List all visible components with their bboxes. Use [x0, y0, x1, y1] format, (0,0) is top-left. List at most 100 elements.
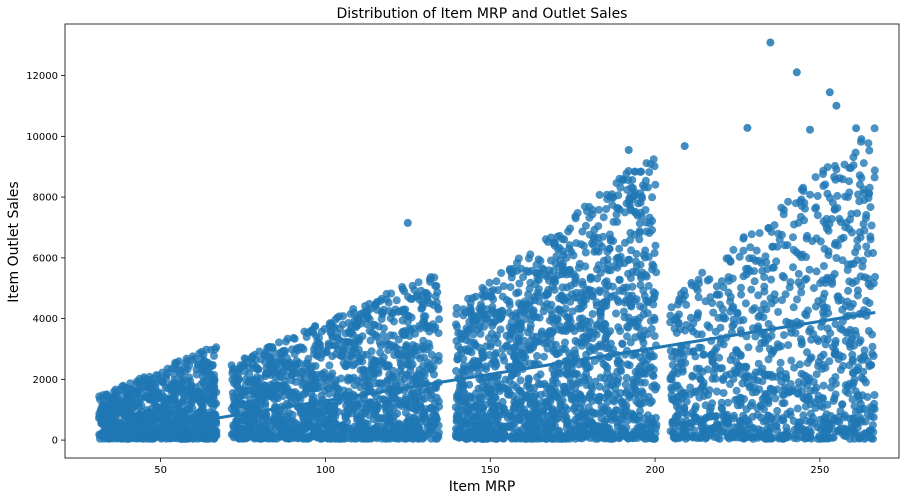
data-point [500, 423, 509, 431]
data-point [615, 286, 624, 295]
data-point [412, 292, 421, 301]
data-point [327, 319, 336, 328]
data-point [650, 332, 659, 340]
data-point [627, 246, 636, 255]
data-point [806, 387, 815, 395]
data-point [397, 362, 406, 371]
data-point [585, 213, 594, 222]
data-point [412, 342, 421, 351]
data-point [787, 328, 796, 337]
data-point [398, 327, 407, 336]
data-point [825, 357, 834, 366]
data-point [288, 410, 297, 419]
data-point [716, 323, 725, 332]
data-point [107, 415, 116, 424]
data-point [210, 351, 218, 360]
data-point [382, 407, 391, 416]
data-point [780, 399, 789, 408]
data-point [322, 348, 331, 357]
data-point [431, 292, 440, 301]
data-point [248, 352, 257, 361]
data-point [814, 337, 823, 346]
data-point [856, 272, 865, 281]
data-point [573, 293, 582, 302]
data-point [779, 210, 788, 219]
data-point [576, 324, 585, 333]
data-point [276, 373, 284, 382]
data-point [780, 385, 789, 394]
data-point [406, 355, 415, 363]
data-point [671, 381, 680, 390]
data-point [561, 410, 569, 419]
data-point [469, 317, 477, 326]
data-point [816, 237, 825, 246]
data-point [508, 311, 517, 320]
data-point [738, 379, 747, 388]
data-point [674, 398, 683, 407]
data-point [452, 310, 461, 318]
data-point [678, 294, 687, 303]
data-point [799, 187, 808, 195]
data-point [476, 306, 485, 315]
data-point [232, 420, 240, 429]
data-point [146, 385, 155, 394]
data-point [616, 327, 625, 335]
data-point [622, 407, 631, 415]
data-point [678, 367, 687, 376]
data-point [498, 292, 507, 301]
data-point [339, 386, 348, 395]
data-point [267, 384, 276, 393]
data-point [488, 396, 496, 405]
data-point [151, 407, 160, 416]
data-point [578, 431, 587, 440]
data-point [503, 413, 512, 422]
data-point [348, 409, 357, 418]
data-point [401, 347, 410, 356]
data-point [459, 367, 468, 376]
data-point [601, 264, 610, 273]
data-point [728, 351, 737, 360]
points-layer [95, 38, 879, 443]
data-point [602, 205, 611, 213]
data-point [169, 387, 178, 396]
data-point [547, 256, 555, 265]
data-point [590, 225, 599, 234]
data-point [105, 398, 113, 407]
data-point [467, 348, 476, 357]
data-point [452, 413, 461, 422]
data-point [453, 355, 462, 364]
data-point [610, 397, 619, 406]
data-point [566, 224, 575, 233]
data-point [363, 312, 372, 321]
data-point [197, 361, 206, 370]
data-point [636, 330, 645, 339]
data-point [814, 391, 823, 400]
data-point [162, 411, 171, 420]
data-point [487, 385, 496, 394]
data-point [350, 342, 359, 351]
data-point [247, 377, 256, 386]
data-point [158, 377, 167, 386]
data-point [581, 409, 590, 418]
data-point [622, 388, 630, 397]
data-point [134, 399, 143, 408]
data-point [485, 278, 494, 287]
data-point [302, 333, 311, 341]
data-point [336, 351, 345, 360]
data-point [254, 394, 263, 402]
data-point [151, 379, 160, 388]
data-point [312, 332, 321, 341]
data-point [694, 293, 703, 302]
data-point [811, 302, 820, 311]
data-point [776, 358, 785, 367]
data-point [497, 269, 506, 277]
data-point [195, 349, 204, 358]
data-point [870, 173, 879, 182]
data-point [559, 296, 568, 305]
data-point [141, 417, 150, 426]
data-point [563, 370, 572, 379]
data-point [337, 374, 346, 383]
data-point [524, 379, 533, 388]
data-point [867, 412, 876, 421]
data-point [540, 339, 549, 348]
